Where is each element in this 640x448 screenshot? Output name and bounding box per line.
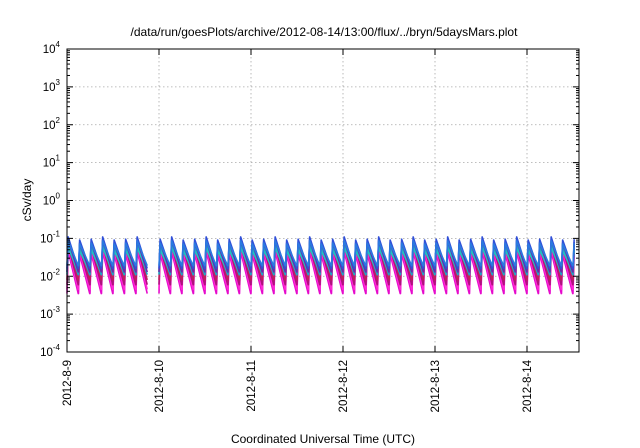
y-tick-exponent: 0 xyxy=(56,192,61,201)
x-axis: 2012-8-9 2012-8-10 2012-8-11 2012-8-12 2012-… xyxy=(62,49,534,412)
x-axis-label: Coordinated Universal Time (UTC) xyxy=(231,432,415,446)
y-tick-base: 10 xyxy=(43,158,56,170)
y-tick-exponent: 3 xyxy=(56,78,61,87)
x-tick-label: 2012-8-9 xyxy=(62,360,74,406)
y-tick-label: 104 xyxy=(43,40,61,56)
y-tick-exponent: 4 xyxy=(56,40,61,49)
x-tick-label: 2012-8-12 xyxy=(338,360,350,412)
y-tick-label: 10-3 xyxy=(40,305,60,321)
y-tick-base: 10 xyxy=(40,233,53,245)
y-tick-exponent: 1 xyxy=(56,154,61,163)
x-tick-label: 2012-8-10 xyxy=(154,360,166,412)
series-line xyxy=(66,240,575,267)
x-tick-label: 2012-8-14 xyxy=(522,359,534,412)
series-layer xyxy=(66,236,575,295)
y-tick-base: 10 xyxy=(43,44,56,56)
y-tick-label: 10-4 xyxy=(40,343,60,359)
y-tick-exponent: -4 xyxy=(53,343,61,352)
y-tick-base: 10 xyxy=(43,196,56,208)
y-axis-label: cSv/day xyxy=(20,179,34,222)
y-tick-label: 100 xyxy=(43,192,61,208)
y-tick-label: 10-1 xyxy=(40,229,60,245)
y-tick-label: 10-2 xyxy=(40,267,60,283)
y-tick-label: 102 xyxy=(43,116,61,132)
y-tick-label: 101 xyxy=(43,154,61,170)
y-tick-base: 10 xyxy=(40,271,53,283)
y-tick-exponent: -2 xyxy=(53,267,61,276)
y-tick-exponent: -1 xyxy=(53,229,61,238)
y-tick-label: 103 xyxy=(43,78,61,94)
y-tick-base: 10 xyxy=(40,309,53,321)
y-tick-exponent: 2 xyxy=(56,116,61,125)
chart-title: /data/run/goesPlots/archive/2012-08-14/1… xyxy=(131,25,519,39)
grid xyxy=(67,49,579,352)
x-tick-label: 2012-8-13 xyxy=(430,360,442,412)
y-tick-exponent: -3 xyxy=(53,305,61,314)
y-tick-base: 10 xyxy=(40,347,53,359)
y-tick-base: 10 xyxy=(43,82,56,94)
x-tick-label: 2012-8-11 xyxy=(246,360,258,412)
y-tick-base: 10 xyxy=(43,120,56,132)
